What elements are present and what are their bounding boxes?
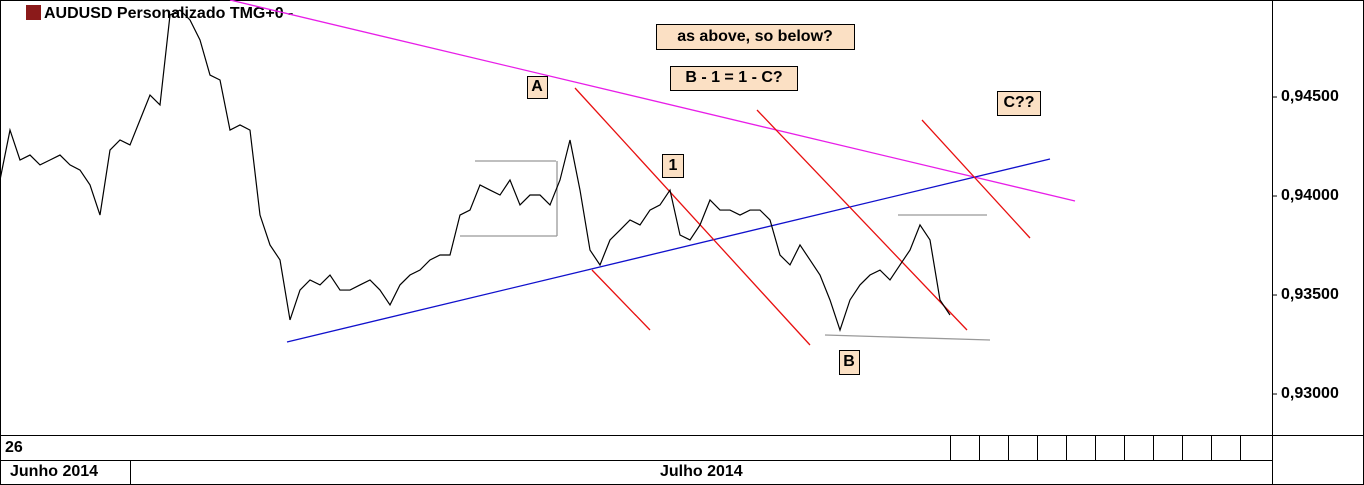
annotation: A (531, 78, 543, 95)
annotation: C?? (1003, 94, 1034, 111)
annotation: as above, so below? (677, 28, 833, 45)
x-tick-label: Junho 2014 (10, 463, 98, 480)
drawings (229, 0, 1076, 346)
x-tick-label: Julho 2014 (660, 463, 743, 480)
annotation: B (843, 353, 855, 370)
chart-title: AUDUSD Personalizado TMG+0 - (44, 5, 293, 22)
annotation: B - 1 = 1 - C? (685, 69, 782, 86)
y-tick-label: 0,94500 (1281, 88, 1339, 105)
y-tick-label: 0,93000 (1281, 385, 1339, 402)
annotation: 1 (669, 157, 678, 174)
corner-grid (950, 435, 1241, 460)
y-tick-label: 0,93500 (1281, 286, 1339, 303)
corner-label: 26 (5, 439, 23, 456)
annotations: as above, so below? B - 1 = 1 - C? C?? A… (527, 24, 1041, 375)
symbol-icon (26, 5, 41, 20)
price-line (0, 9, 951, 332)
y-tick-label: 0,94000 (1281, 187, 1339, 204)
